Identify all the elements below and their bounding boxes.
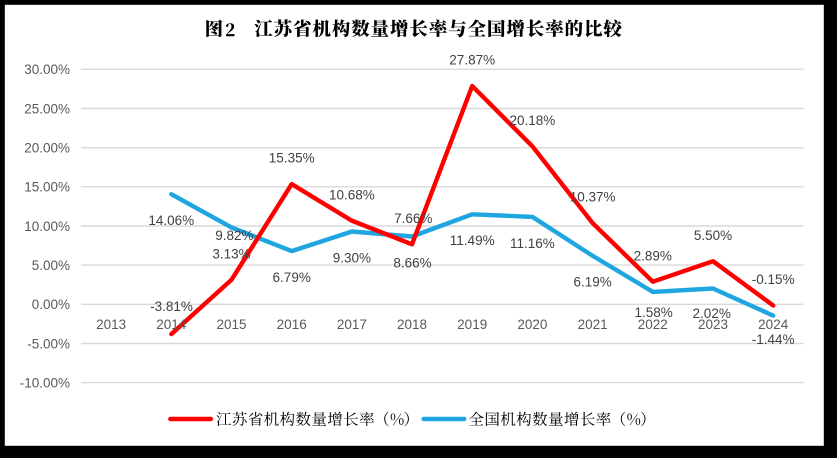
svg-text:11.49%: 11.49%: [450, 233, 495, 248]
svg-text:6.79%: 6.79%: [273, 270, 311, 285]
svg-text:10.37%: 10.37%: [570, 190, 616, 205]
svg-text:2.89%: 2.89%: [634, 248, 672, 263]
svg-text:9.30%: 9.30%: [333, 250, 371, 265]
svg-text:2018: 2018: [397, 317, 427, 332]
svg-text:7.66%: 7.66%: [394, 211, 432, 226]
svg-text:5.50%: 5.50%: [694, 228, 732, 243]
svg-text:27.87%: 27.87%: [449, 53, 495, 68]
svg-text:11.16%: 11.16%: [510, 236, 555, 251]
svg-text:15.00%: 15.00%: [24, 180, 70, 195]
svg-text:6.19%: 6.19%: [573, 275, 611, 290]
svg-text:14.06%: 14.06%: [148, 213, 194, 228]
svg-text:9.82%: 9.82%: [215, 228, 253, 243]
svg-text:2.02%: 2.02%: [693, 306, 731, 321]
svg-text:3.13%: 3.13%: [212, 246, 250, 261]
svg-text:-5.00%: -5.00%: [27, 336, 70, 351]
svg-text:25.00%: 25.00%: [24, 101, 70, 116]
svg-text:2021: 2021: [578, 317, 608, 332]
svg-text:30.00%: 30.00%: [24, 62, 70, 77]
svg-text:2014: 2014: [156, 317, 187, 332]
svg-text:2023: 2023: [698, 317, 728, 332]
svg-text:5.00%: 5.00%: [32, 258, 70, 273]
svg-text:2016: 2016: [277, 317, 307, 332]
svg-text:-1.44%: -1.44%: [752, 332, 795, 347]
svg-text:2015: 2015: [216, 317, 246, 332]
svg-text:0.00%: 0.00%: [32, 297, 70, 312]
svg-text:15.35%: 15.35%: [269, 151, 315, 166]
svg-text:10.68%: 10.68%: [329, 187, 375, 202]
svg-text:2019: 2019: [457, 317, 487, 332]
svg-text:8.66%: 8.66%: [393, 255, 431, 270]
svg-text:2013: 2013: [96, 317, 126, 332]
svg-text:20.00%: 20.00%: [24, 141, 70, 156]
svg-text:-10.00%: -10.00%: [20, 376, 70, 391]
svg-text:2020: 2020: [517, 317, 547, 332]
svg-text:-0.15%: -0.15%: [752, 272, 795, 287]
svg-text:-3.81%: -3.81%: [150, 299, 193, 314]
svg-text:2024: 2024: [758, 317, 789, 332]
svg-text:20.18%: 20.18%: [510, 113, 556, 128]
svg-text:1.58%: 1.58%: [634, 305, 672, 320]
svg-text:2017: 2017: [337, 317, 367, 332]
svg-text:2022: 2022: [638, 317, 668, 332]
svg-text:10.00%: 10.00%: [24, 219, 70, 234]
